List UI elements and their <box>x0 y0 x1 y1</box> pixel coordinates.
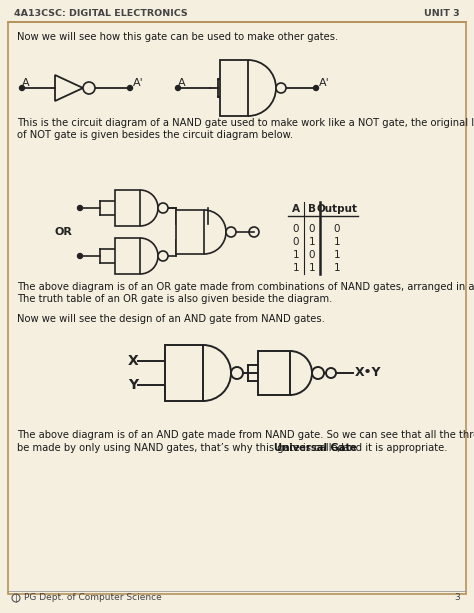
Bar <box>115 190 140 226</box>
Text: 0: 0 <box>309 250 315 260</box>
Text: The above diagram is of an OR gate made from combinations of NAND gates, arrange: The above diagram is of an OR gate made … <box>17 282 474 292</box>
Circle shape <box>313 85 319 91</box>
Text: 0: 0 <box>334 224 340 234</box>
Text: A': A' <box>133 78 144 88</box>
Text: 0: 0 <box>293 237 299 247</box>
Text: A': A' <box>319 78 330 88</box>
Text: 1: 1 <box>292 263 299 273</box>
Text: 0: 0 <box>309 224 315 234</box>
Bar <box>115 238 140 274</box>
Circle shape <box>276 83 286 93</box>
Text: A: A <box>292 204 300 214</box>
Circle shape <box>128 85 133 91</box>
Text: UNIT 3: UNIT 3 <box>424 9 460 18</box>
Circle shape <box>158 203 168 213</box>
Text: 1: 1 <box>334 237 340 247</box>
Text: , and it is appropriate.: , and it is appropriate. <box>337 443 447 453</box>
Text: Output: Output <box>317 204 357 214</box>
Text: A: A <box>178 78 186 88</box>
Circle shape <box>226 227 236 237</box>
Text: A: A <box>22 78 29 88</box>
Text: 1: 1 <box>292 250 299 260</box>
Bar <box>220 60 248 116</box>
Text: X•Y: X•Y <box>355 367 382 379</box>
Text: 1: 1 <box>309 237 315 247</box>
Circle shape <box>231 367 243 379</box>
Text: 1: 1 <box>334 250 340 260</box>
Text: 1: 1 <box>309 263 315 273</box>
Text: be made by only using NAND gates, that’s why this gate is called: be made by only using NAND gates, that’s… <box>17 443 347 453</box>
Circle shape <box>312 367 324 379</box>
Bar <box>176 210 204 254</box>
Text: 4A13CSC: DIGITAL ELECTRONICS: 4A13CSC: DIGITAL ELECTRONICS <box>14 9 188 18</box>
Circle shape <box>19 85 25 91</box>
Text: 1: 1 <box>334 263 340 273</box>
Text: 0: 0 <box>293 224 299 234</box>
Text: of NOT gate is given besides the circuit diagram below.: of NOT gate is given besides the circuit… <box>17 130 293 140</box>
Text: Now we will see how this gate can be used to make other gates.: Now we will see how this gate can be use… <box>17 32 338 42</box>
Text: B: B <box>308 204 316 214</box>
Circle shape <box>158 251 168 261</box>
Circle shape <box>78 254 82 259</box>
Text: PG Dept. of Computer Science: PG Dept. of Computer Science <box>24 593 162 603</box>
Text: X: X <box>128 354 139 368</box>
Bar <box>165 345 203 401</box>
Text: The truth table of an OR gate is also given beside the diagram.: The truth table of an OR gate is also gi… <box>17 294 332 304</box>
Text: Now we will see the design of an AND gate from NAND gates.: Now we will see the design of an AND gat… <box>17 314 325 324</box>
Text: 3: 3 <box>454 593 460 603</box>
Text: OR: OR <box>55 227 73 237</box>
Circle shape <box>78 205 82 210</box>
Text: This is the circuit diagram of a NAND gate used to make work like a NOT gate, th: This is the circuit diagram of a NAND ga… <box>17 118 474 128</box>
Text: Y: Y <box>128 378 138 392</box>
Bar <box>258 351 290 395</box>
Text: The above diagram is of an AND gate made from NAND gate. So we can see that all : The above diagram is of an AND gate made… <box>17 430 474 440</box>
Circle shape <box>175 85 181 91</box>
Circle shape <box>83 82 95 94</box>
Text: Universal Gate: Universal Gate <box>274 443 357 453</box>
